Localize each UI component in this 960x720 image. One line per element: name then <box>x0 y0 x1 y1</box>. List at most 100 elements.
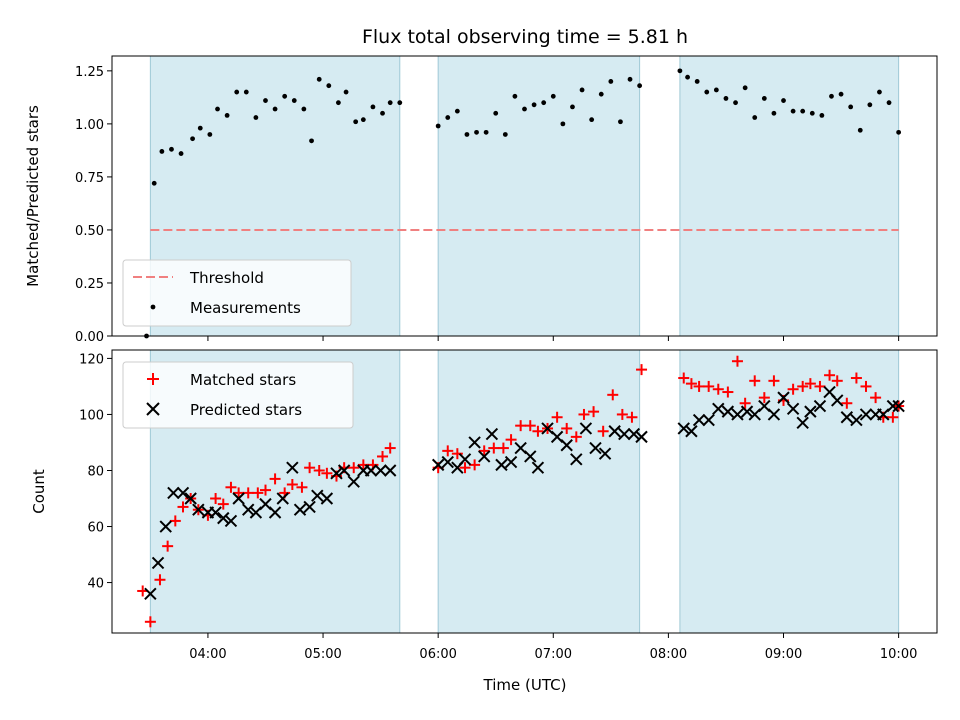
x-tick-label: 04:00 <box>189 647 226 662</box>
measurement-point <box>761 96 767 101</box>
predicted-star-marker <box>311 489 324 502</box>
matched-star-marker <box>217 498 229 510</box>
predicted-star-marker <box>276 492 289 505</box>
measurement-point <box>857 127 863 133</box>
matched-star-marker <box>731 355 743 367</box>
measurement-point <box>627 76 633 82</box>
measurement-point <box>713 87 719 93</box>
matched-star-marker <box>685 378 697 390</box>
predicted-star-marker <box>598 447 612 460</box>
measurement-point <box>618 119 623 125</box>
measurement-point <box>512 93 518 99</box>
measurement-point <box>282 93 288 99</box>
matched-star-marker <box>384 442 396 454</box>
predicted-star-marker <box>224 514 238 528</box>
matched-star-marker <box>588 406 600 418</box>
measurement-point <box>435 123 441 129</box>
measurement-point <box>263 98 268 103</box>
ratio-y-axis-label: Matched/Predicted stars <box>24 105 42 287</box>
observing-window-band <box>679 350 899 633</box>
matched-star-marker <box>678 372 690 384</box>
x-tick-label: 05:00 <box>304 647 341 662</box>
measurement-point <box>829 93 834 99</box>
measurement-point <box>215 106 220 112</box>
y-tick-label: 0.50 <box>75 224 104 239</box>
measurement-point <box>445 115 451 120</box>
count-legend: Matched stars Predicted stars <box>122 361 354 429</box>
matched-star-marker <box>703 380 715 392</box>
x-tick-label: 07:00 <box>535 647 572 662</box>
predicted-star-marker <box>431 458 445 472</box>
count-panel-frame <box>111 349 938 634</box>
measurement-point <box>380 110 385 116</box>
x-tick-label: 08:00 <box>650 647 687 662</box>
predicted-star-marker <box>859 408 873 421</box>
matched-star-marker <box>841 397 853 409</box>
x-tick-label: 10:00 <box>880 647 917 662</box>
predicted-star-marker <box>560 439 573 452</box>
measurement-point <box>178 151 184 156</box>
legend-matched-swatch <box>147 373 159 385</box>
predicted-star-marker <box>850 413 863 427</box>
time-x-axis-label: Time (UTC) <box>483 676 567 694</box>
legend-matched-label: Matched stars <box>190 371 296 389</box>
predicted-star-marker <box>740 405 754 418</box>
predicted-star-marker <box>677 422 690 435</box>
measurement-point <box>159 149 165 154</box>
matched-star-marker <box>459 462 471 474</box>
matched-star-marker <box>693 380 705 392</box>
measurement-point <box>685 74 690 80</box>
legend-predicted-label: Predicted stars <box>190 401 302 419</box>
predicted-star-marker <box>504 455 518 469</box>
matched-star-marker <box>348 462 360 474</box>
predicted-star-marker <box>702 413 715 427</box>
measurement-point <box>169 146 174 152</box>
y-tick-label: 0.25 <box>75 277 104 292</box>
predicted-star-marker <box>303 500 316 514</box>
predicted-star-marker <box>176 486 190 500</box>
matched-star-marker <box>357 459 369 471</box>
matched-star-marker <box>269 473 281 485</box>
predicted-star-marker <box>144 587 157 600</box>
measurement-point <box>243 89 249 95</box>
ratio-panel-frame <box>111 55 938 337</box>
measurement-point <box>291 98 297 103</box>
legend-measurements-label: Measurements <box>190 299 301 317</box>
predicted-stars-points <box>144 385 905 600</box>
matched-star-marker <box>860 380 872 392</box>
measurement-point <box>207 132 213 137</box>
measurement-point <box>541 100 547 106</box>
y-tick-label: 80 <box>87 464 104 479</box>
measurement-point <box>454 108 460 114</box>
matched-star-marker <box>177 501 189 513</box>
measurement-point <box>694 79 700 84</box>
measurement-point <box>360 117 366 123</box>
y-tick-label: 0.00 <box>75 330 104 345</box>
matched-star-marker <box>616 408 628 420</box>
measurement-point <box>560 121 566 127</box>
measurement-point <box>598 91 604 97</box>
measurement-point <box>781 98 786 103</box>
measurement-point <box>190 136 195 142</box>
predicted-star-marker <box>524 450 537 463</box>
measurement-point <box>370 104 376 110</box>
measurement-point <box>387 100 393 106</box>
ratio-x-ticks <box>207 336 900 341</box>
predicted-star-marker <box>151 556 165 570</box>
measurement-point <box>752 115 758 120</box>
matched-star-marker <box>225 481 237 493</box>
predicted-star-marker <box>293 503 307 516</box>
predicted-star-marker <box>531 461 545 474</box>
matched-star-marker <box>824 369 836 381</box>
predicted-star-marker <box>786 402 800 416</box>
matched-star-marker <box>570 431 582 443</box>
predicted-star-marker <box>692 413 706 427</box>
matched-star-marker <box>488 442 500 454</box>
measurement-point <box>224 112 230 118</box>
matched-star-marker <box>561 422 573 434</box>
measurement-point <box>637 83 643 89</box>
matched-star-marker <box>313 464 325 476</box>
measurement-point <box>819 112 825 118</box>
predicted-star-marker <box>374 464 387 477</box>
ratio-y-axis: 0.00 0.25 0.50 0.75 1.00 1.25 <box>75 65 112 345</box>
